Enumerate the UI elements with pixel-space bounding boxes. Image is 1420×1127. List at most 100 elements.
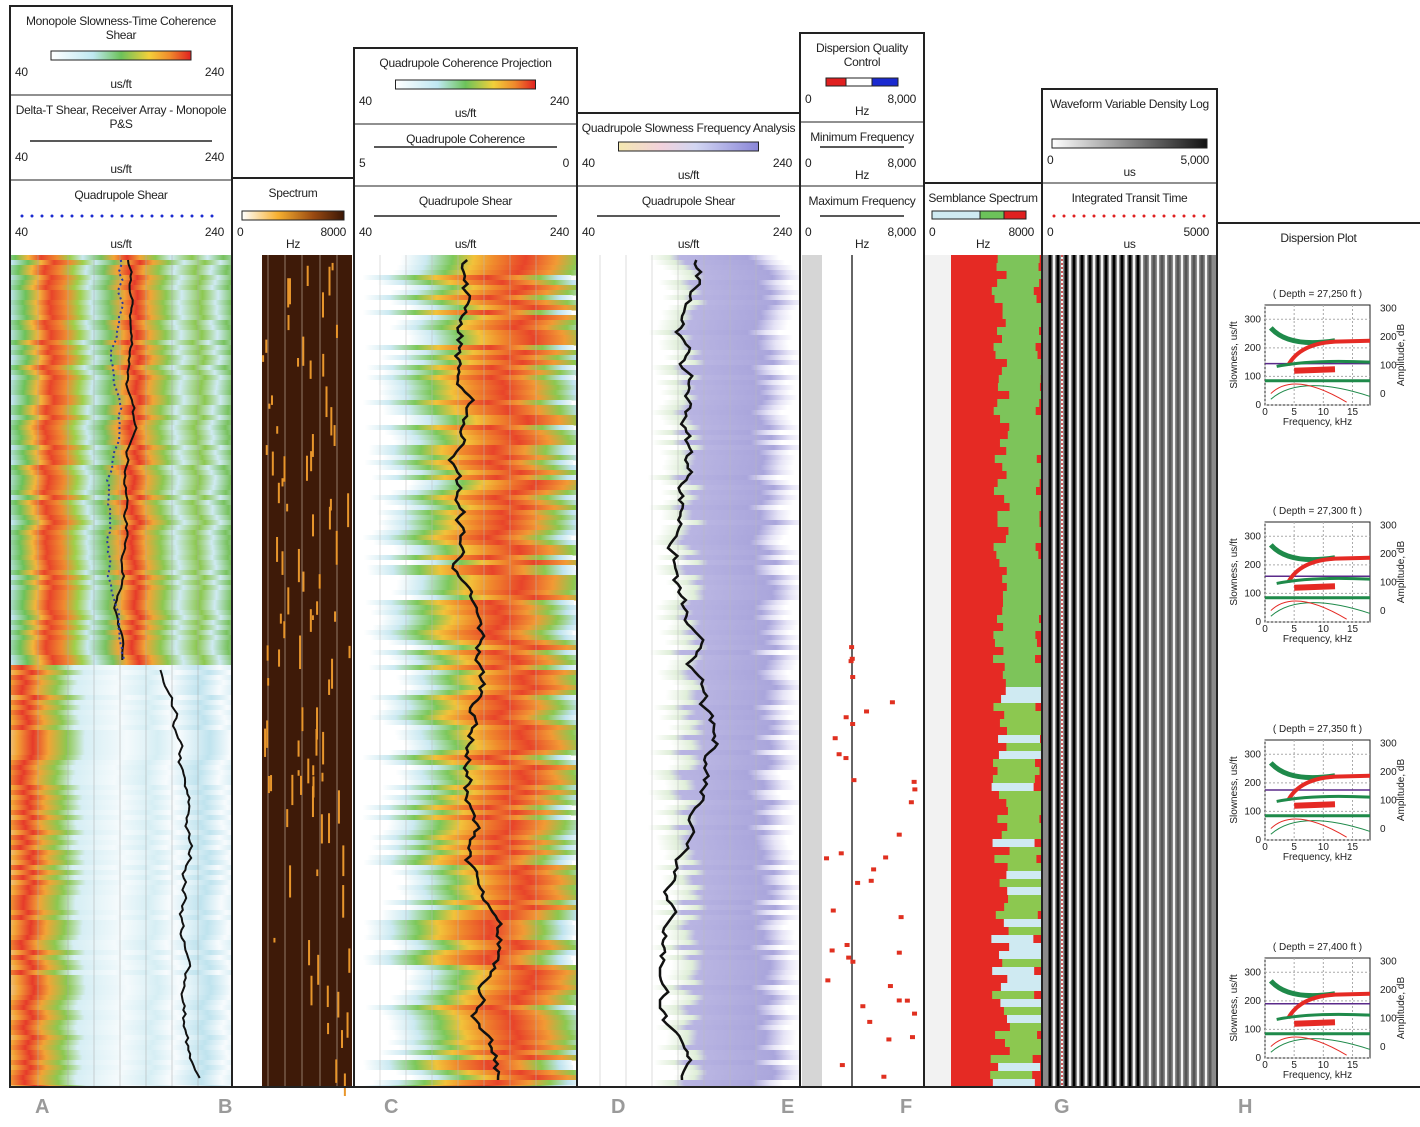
spectrum-streak (348, 645, 351, 659)
image-row (355, 760, 576, 766)
image-row (578, 1015, 799, 1021)
semblance-row (1009, 391, 1052, 399)
image-row (355, 815, 572, 821)
semblance-row (1006, 727, 1049, 735)
scale-unit: us (1123, 165, 1136, 179)
image-row (11, 520, 231, 526)
image-row (355, 280, 576, 286)
image-row (578, 710, 799, 716)
y2-tick-label: 300 (1380, 738, 1397, 749)
image-row (11, 1035, 231, 1041)
image-row (355, 610, 576, 616)
semblance-row (999, 719, 1042, 727)
track-letter: G (1054, 1096, 1070, 1118)
qc-mark (848, 659, 854, 664)
image-row (578, 695, 799, 701)
image-row (11, 770, 231, 776)
log-image (11, 665, 231, 1087)
spectrum-streak (317, 954, 320, 985)
image-row (11, 615, 231, 621)
image-row (355, 855, 576, 861)
section-title: Quadrupole Shear (418, 194, 513, 208)
spectrum-streak (335, 1059, 338, 1083)
image-row (578, 725, 799, 731)
scale-max: 240 (204, 225, 224, 239)
scale-max: 8,000 (887, 92, 916, 106)
y2-tick-label: 100 (1380, 360, 1397, 371)
y-axis-label: Slowness, us/ft (1229, 974, 1240, 1041)
image-row (11, 530, 231, 536)
image-row (355, 395, 576, 401)
image-row (11, 905, 231, 911)
image-row (355, 965, 576, 971)
semblance-row (1005, 319, 1048, 327)
scale-unit: Hz (285, 237, 301, 251)
image-row (578, 945, 799, 951)
image-row (578, 685, 799, 691)
image-row (11, 485, 231, 491)
spectrum-streak (328, 679, 331, 695)
spectrum-streak (343, 1073, 346, 1097)
image-row (11, 550, 231, 556)
image-row (355, 590, 576, 596)
image-row (11, 1025, 231, 1031)
y-tick-label: 100 (1244, 806, 1261, 817)
image-row (355, 445, 576, 451)
panel-frame (1264, 521, 1371, 623)
image-row (355, 440, 576, 446)
image-row (355, 375, 575, 381)
semblance-row (1009, 503, 1052, 511)
image-row (11, 625, 231, 631)
image-row (578, 540, 799, 546)
image-row (578, 570, 799, 576)
image-row (355, 875, 576, 881)
spectrum-streak (270, 775, 273, 792)
image-row (11, 870, 231, 876)
image-row (578, 525, 799, 531)
y2-tick-label: 200 (1380, 985, 1397, 996)
scale-min: 0 (805, 156, 812, 170)
image-row (355, 330, 576, 336)
scale-unit: Hz (854, 237, 870, 251)
image-row (578, 505, 799, 511)
x-tick-label: 15 (1347, 1060, 1359, 1071)
image-row (578, 625, 799, 631)
qc-mark (883, 855, 889, 860)
qc-mark (908, 800, 914, 805)
image-row (578, 755, 799, 761)
semblance-row (1001, 695, 1044, 703)
image-row (355, 820, 576, 826)
image-row (357, 315, 576, 321)
image-row (578, 680, 799, 686)
image-row (355, 270, 576, 276)
scale-max: 240 (204, 150, 224, 164)
image-row (355, 920, 573, 926)
image-row (578, 835, 799, 841)
image-row (578, 730, 799, 736)
semblance-row (994, 855, 1037, 863)
image-row (11, 1045, 231, 1051)
image-row (11, 810, 231, 816)
image-row (11, 265, 231, 271)
semblance-row (997, 399, 1040, 407)
image-row (355, 705, 576, 711)
x-tick-label: 5 (1291, 1060, 1297, 1071)
semblance-row (1003, 919, 1046, 927)
qc-mark (836, 752, 842, 757)
x-tick-label: 5 (1291, 842, 1297, 853)
scale-unit: us/ft (110, 162, 132, 176)
image-row (355, 1035, 576, 1041)
spectrum-streak (277, 482, 280, 504)
image-row (11, 795, 231, 801)
image-row (355, 275, 572, 281)
scale-max: 8000 (1008, 225, 1035, 239)
color-scale (845, 77, 873, 87)
image-row (11, 680, 231, 686)
image-row (11, 780, 231, 786)
y-tick-label: 200 (1244, 560, 1261, 571)
image-row (355, 545, 576, 551)
y-tick-label: 200 (1244, 778, 1261, 789)
image-row (11, 475, 231, 481)
semblance-row (996, 263, 1039, 271)
image-row (11, 660, 231, 666)
